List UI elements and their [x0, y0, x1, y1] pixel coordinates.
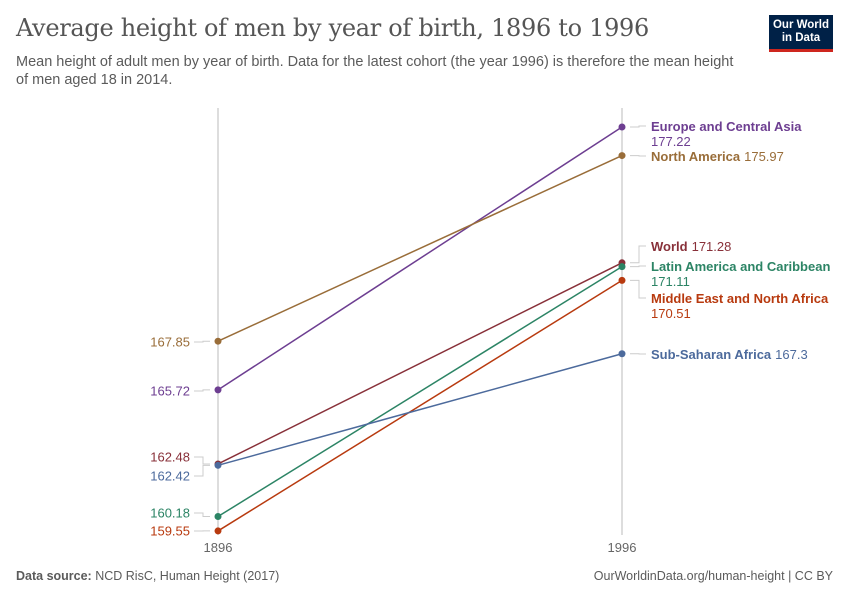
line-middle-east-and-north-africa	[217, 279, 623, 532]
series-name: Europe and Central Asia	[651, 119, 802, 134]
connector-left-latin-america-and-caribbean	[194, 512, 210, 518]
end-label-latin-america-and-caribbean: Latin America and Caribbean 171.11	[651, 259, 830, 289]
source-text[interactable]: NCD RisC, Human Height (2017)	[95, 569, 280, 583]
chart-title: Average height of men by year of birth, …	[16, 14, 649, 42]
start-label-europe-and-central-asia: 165.72	[150, 384, 190, 399]
line-sub-saharan-africa	[217, 353, 623, 467]
start-label-sub-saharan-africa: 162.42	[150, 469, 190, 484]
point-1896-latin-america-and-caribbean	[214, 513, 222, 521]
source-label: Data source:	[16, 569, 92, 583]
series-name: North America	[651, 149, 741, 164]
connector-right-middle-east-and-north-africa	[630, 279, 646, 299]
end-value: 167.3	[775, 347, 808, 362]
connector-right-world	[630, 245, 646, 264]
connector-right-latin-america-and-caribbean	[630, 265, 646, 268]
series-name: World	[651, 239, 688, 254]
end-label-world: World 171.28	[651, 239, 731, 254]
line-world	[217, 262, 623, 465]
footer-url[interactable]: OurWorldinData.org/human-height | CC BY	[593, 569, 833, 583]
connector-left-world	[194, 456, 210, 465]
x-tick-1896: 1896	[204, 540, 233, 555]
connector-right-europe-and-central-asia	[630, 125, 646, 128]
start-label-world: 162.48	[150, 450, 190, 465]
connector-left-north-america	[194, 340, 210, 343]
line-latin-america-and-caribbean	[217, 266, 623, 518]
line-europe-and-central-asia	[217, 126, 623, 391]
point-1996-europe-and-central-asia	[618, 123, 626, 131]
series-name: Sub-Saharan Africa	[651, 347, 772, 362]
point-1896-north-america	[214, 337, 222, 345]
series-name: Middle East and North Africa	[651, 291, 829, 306]
start-label-north-america: 167.85	[150, 335, 190, 350]
line-north-america	[217, 154, 623, 342]
point-1996-sub-saharan-africa	[618, 350, 626, 358]
point-1996-latin-america-and-caribbean	[618, 263, 626, 271]
end-label-middle-east-and-north-africa: Middle East and North Africa 170.51	[651, 291, 829, 321]
point-1896-europe-and-central-asia	[214, 386, 222, 394]
connector-left-sub-saharan-africa	[194, 464, 210, 477]
end-value: 171.11	[651, 274, 690, 289]
point-1996-north-america	[618, 152, 626, 160]
end-value: 171.28	[692, 239, 732, 254]
point-1896-middle-east-and-north-africa	[214, 527, 222, 535]
end-label-europe-and-central-asia: Europe and Central Asia 177.22	[651, 119, 802, 149]
start-label-middle-east-and-north-africa: 159.55	[150, 524, 190, 539]
end-value: 177.22	[651, 134, 691, 149]
chart-subtitle: Mean height of adult men by year of birt…	[16, 54, 734, 88]
start-label-latin-america-and-caribbean: 160.18	[150, 506, 190, 521]
end-value: 170.51	[651, 306, 691, 321]
owid-logo[interactable]: Our World in Data	[769, 15, 833, 52]
end-label-sub-saharan-africa: Sub-Saharan Africa 167.3	[651, 347, 808, 362]
data-source: Data source: NCD RisC, Human Height (201…	[16, 569, 279, 583]
point-1896-sub-saharan-africa	[214, 461, 222, 469]
connector-left-europe-and-central-asia	[194, 389, 210, 392]
x-tick-1996: 1996	[608, 540, 637, 555]
end-value: 175.97	[744, 149, 784, 164]
end-label-north-america: North America 175.97	[651, 149, 784, 164]
point-1996-middle-east-and-north-africa	[618, 276, 626, 284]
series-name: Latin America and Caribbean	[651, 259, 830, 274]
